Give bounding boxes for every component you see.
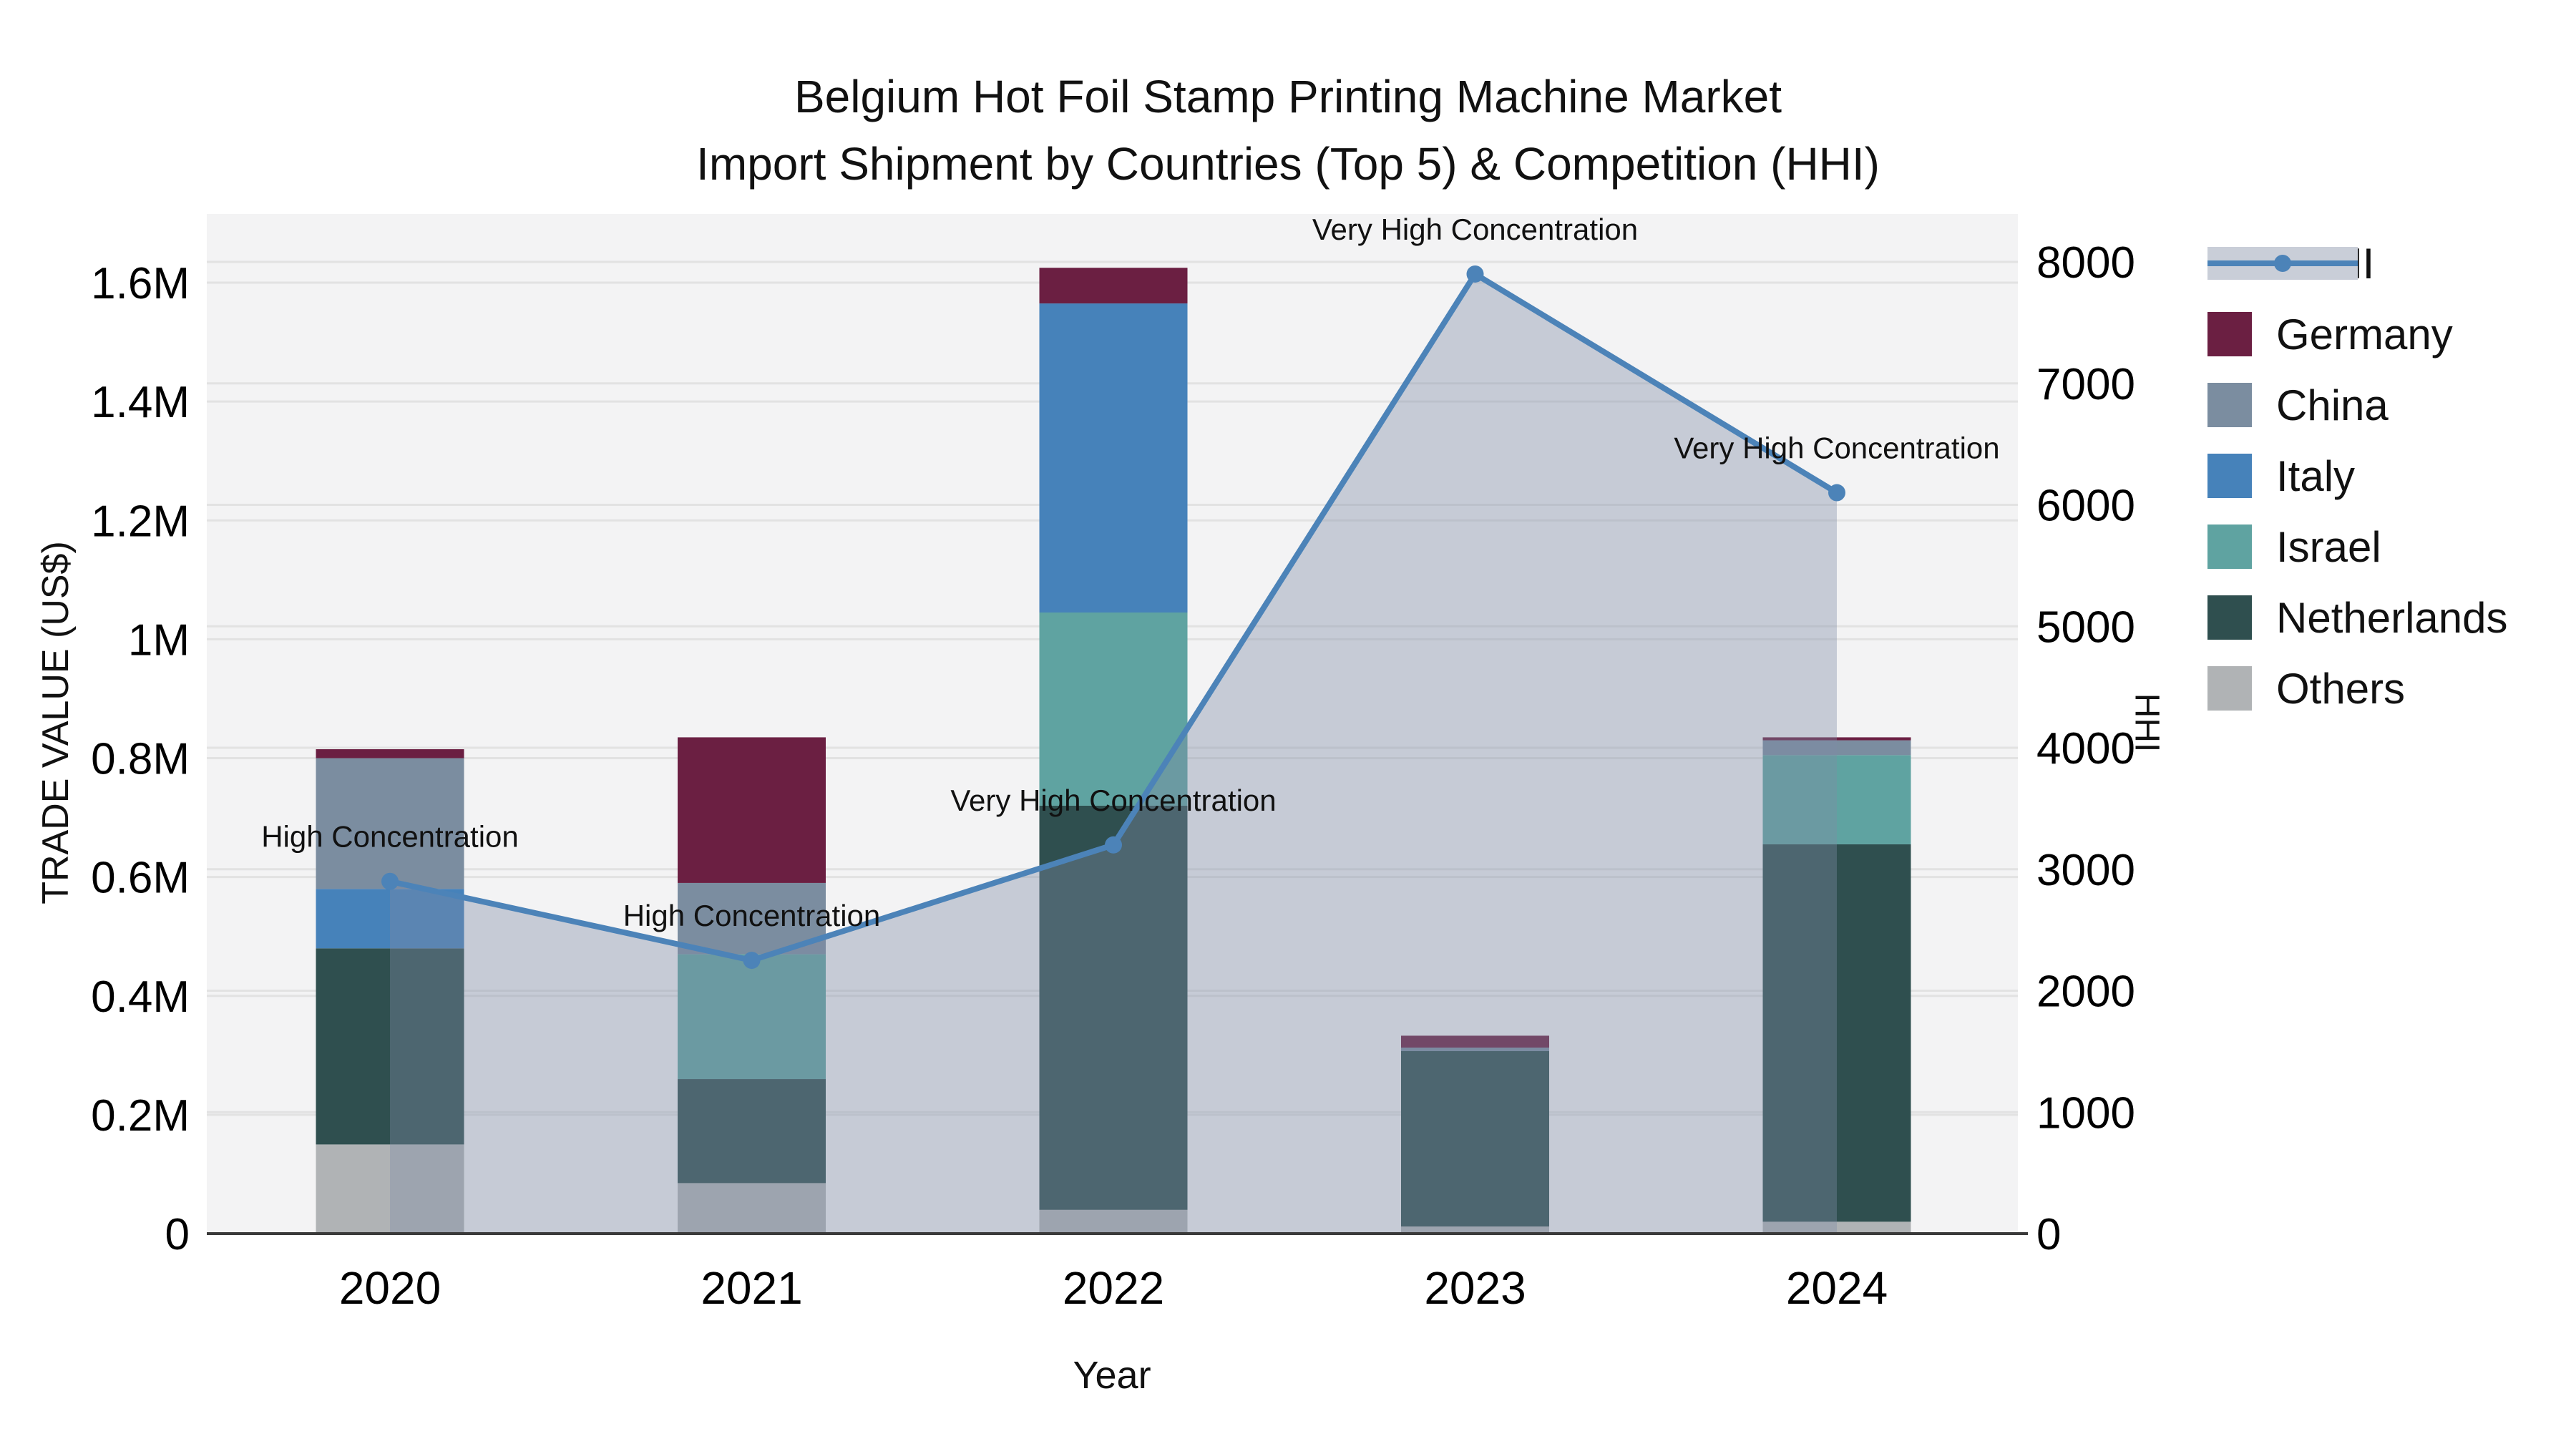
legend-item-china: China	[2207, 381, 2508, 429]
left-axis-title: TRADE VALUE (US$)	[35, 541, 77, 904]
bar-segment-netherlands-2024	[1762, 844, 1911, 1222]
legend-item-hhi: HHI	[2207, 240, 2508, 288]
bar-segment-others-2022	[1039, 1209, 1188, 1234]
x-axis-tick-2021: 2021	[701, 1262, 802, 1314]
bar-segment-germany-2021	[678, 737, 826, 883]
bar-segment-netherlands-2022	[1039, 805, 1188, 1210]
x-axis-line	[207, 1232, 2028, 1235]
chart-title: Belgium Hot Foil Stamp Printing Machine …	[0, 63, 2576, 197]
left-axis-tick-0.2M: 0.2M	[91, 1091, 190, 1141]
left-axis-tick-1M: 1M	[128, 615, 190, 665]
bar-segment-netherlands-2021	[678, 1079, 826, 1184]
x-axis-tick-2023: 2023	[1424, 1262, 1526, 1314]
bar-segment-germany-2020	[316, 749, 464, 758]
right-axis-tick-6000: 6000	[2036, 482, 2135, 531]
bar-segment-netherlands-2020	[316, 948, 464, 1145]
x-axis-title: Year	[1073, 1354, 1151, 1397]
right-axis-tick-1000: 1000	[2036, 1088, 2135, 1138]
x-axis-tick-2020: 2020	[339, 1262, 441, 1314]
x-axis-tick-2022: 2022	[1063, 1262, 1164, 1314]
left-axis-tick-1.2M: 1.2M	[91, 497, 190, 546]
annotation-2021: High Concentration	[623, 899, 881, 932]
legend-swatch-netherlands	[2207, 595, 2252, 640]
left-axis-tick-0.8M: 0.8M	[91, 735, 190, 784]
bar-segment-germany-2024	[1762, 737, 1911, 741]
bar-segment-italy-2020	[316, 889, 464, 949]
hhi-marker-2022	[1105, 836, 1122, 854]
legend-swatch-germany	[2207, 312, 2252, 356]
bar-segment-china-2024	[1762, 740, 1911, 756]
bar-segment-others-2024	[1762, 1221, 1911, 1234]
right-axis-tick-2000: 2000	[2036, 967, 2135, 1017]
annotation-2024: Very High Concentration	[1674, 431, 1999, 465]
hhi-marker-2024	[1828, 484, 1845, 502]
left-axis-tick-1.4M: 1.4M	[91, 378, 190, 427]
bar-segment-china-2020	[316, 758, 464, 889]
bar-segment-others-2023	[1401, 1226, 1549, 1234]
legend: HHI Germany China Italy Israel Netherlands Oth…	[2207, 240, 2508, 713]
right-axis-tick-0: 0	[2036, 1210, 2061, 1259]
bar-segment-italy-2022	[1039, 303, 1188, 613]
x-axis-tick-2024: 2024	[1786, 1262, 1888, 1314]
legend-swatch-israel	[2207, 525, 2252, 569]
bar-segment-others-2020	[316, 1144, 464, 1234]
right-axis-title: HHI	[2127, 693, 2166, 753]
bar-segment-israel-2021	[678, 954, 826, 1080]
hhi-area-fill	[390, 273, 1837, 1234]
legend-label-china: China	[2276, 381, 2389, 429]
legend-label-others: Others	[2276, 664, 2406, 713]
legend-swatch-italy	[2207, 454, 2252, 498]
left-axis-tick-0.4M: 0.4M	[91, 972, 190, 1022]
bar-segment-germany-2023	[1401, 1035, 1549, 1048]
right-axis-tick-4000: 4000	[2036, 724, 2135, 774]
bar-segment-israel-2024	[1762, 755, 1911, 844]
legend-swatch-china	[2207, 383, 2252, 427]
bar-segment-germany-2022	[1039, 268, 1188, 304]
annotation-2023: Very High Concentration	[1312, 213, 1638, 246]
legend-label-netherlands: Netherlands	[2276, 593, 2508, 642]
right-axis-tick-8000: 8000	[2036, 238, 2135, 288]
annotation-2020: High Concentration	[261, 820, 519, 854]
hhi-marker-2021	[743, 952, 761, 970]
bar-segment-china-2023	[1401, 1048, 1549, 1051]
chart-title-line1: Belgium Hot Foil Stamp Printing Machine …	[794, 71, 1782, 122]
annotation-2022: Very High Concentration	[950, 784, 1276, 817]
right-axis-tick-3000: 3000	[2036, 846, 2135, 895]
legend-swatch-others	[2207, 666, 2252, 711]
bar-segment-israel-2022	[1039, 612, 1188, 806]
right-axis-tick-5000: 5000	[2036, 602, 2135, 652]
left-axis-tick-0: 0	[165, 1210, 190, 1259]
legend-label-italy: Italy	[2276, 452, 2356, 500]
bar-segment-others-2021	[678, 1183, 826, 1234]
legend-item-israel: Israel	[2207, 522, 2508, 571]
hhi-marker-2023	[1466, 265, 1484, 283]
legend-label-germany: Germany	[2276, 310, 2453, 358]
legend-item-others: Others	[2207, 664, 2508, 713]
legend-item-italy: Italy	[2207, 452, 2508, 500]
hhi-line-icon	[2207, 241, 2358, 286]
legend-item-germany: Germany	[2207, 310, 2508, 358]
chart-title-line2: Import Shipment by Countries (Top 5) & C…	[696, 138, 1880, 190]
left-axis-tick-1.6M: 1.6M	[91, 259, 190, 308]
right-axis-tick-7000: 7000	[2036, 360, 2135, 409]
left-axis-tick-0.6M: 0.6M	[91, 854, 190, 903]
bar-segment-netherlands-2023	[1401, 1050, 1549, 1227]
hhi-marker-2020	[381, 872, 399, 890]
legend-label-israel: Israel	[2276, 522, 2381, 571]
legend-item-netherlands: Netherlands	[2207, 593, 2508, 642]
